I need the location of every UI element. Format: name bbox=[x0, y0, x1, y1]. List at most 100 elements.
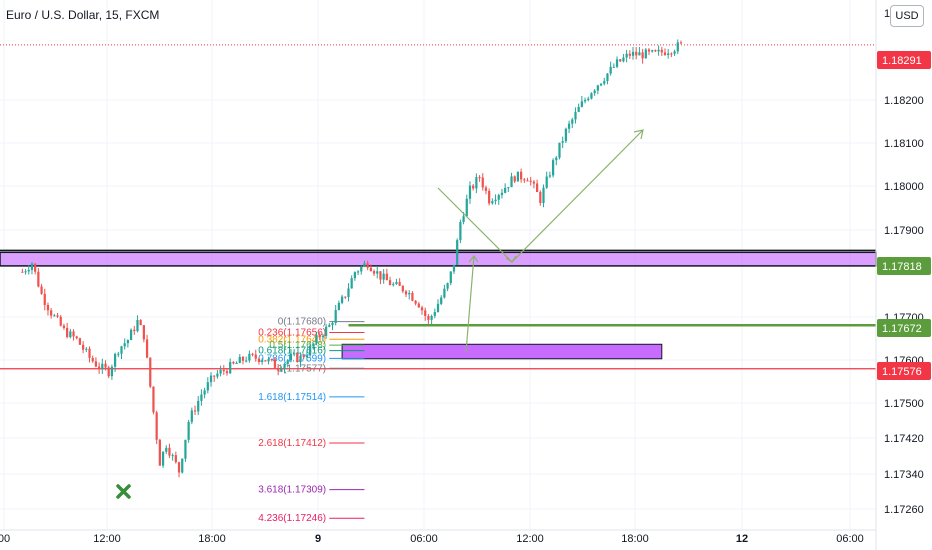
price-tags: 1.18291 1.17818 1.17672 1.17576 bbox=[877, 51, 931, 380]
candle-body bbox=[324, 326, 328, 336]
candle-body bbox=[318, 335, 321, 337]
candle bbox=[331, 320, 334, 331]
candle-body bbox=[388, 280, 392, 286]
candle-body bbox=[494, 199, 497, 202]
candle bbox=[484, 185, 488, 195]
candle bbox=[571, 117, 574, 129]
up-arrow bbox=[465, 255, 475, 353]
candle-body bbox=[523, 179, 526, 181]
candle bbox=[564, 127, 568, 144]
candle bbox=[59, 314, 62, 327]
candle-body bbox=[475, 177, 478, 189]
candle-body bbox=[117, 353, 120, 355]
candle-body bbox=[104, 363, 107, 368]
candle bbox=[328, 322, 331, 328]
candle-body bbox=[72, 331, 75, 337]
time-tick-label: 00 bbox=[0, 533, 10, 545]
candle bbox=[30, 262, 34, 275]
candle bbox=[75, 335, 78, 340]
candle-body bbox=[539, 192, 542, 204]
candle-body bbox=[181, 458, 184, 473]
candle bbox=[673, 49, 676, 56]
candle-body bbox=[139, 320, 142, 326]
candle-body bbox=[446, 283, 449, 289]
candle bbox=[363, 260, 366, 268]
candle bbox=[197, 395, 200, 416]
candle-body bbox=[513, 176, 516, 182]
candle bbox=[219, 365, 222, 377]
candle bbox=[126, 339, 130, 348]
candle-body bbox=[401, 285, 404, 292]
candle bbox=[209, 372, 213, 387]
fib-label: 4.236(1.17246) bbox=[258, 513, 326, 524]
candle bbox=[663, 48, 667, 56]
candle bbox=[561, 136, 564, 149]
candle-body bbox=[308, 345, 312, 356]
candle bbox=[398, 278, 401, 286]
symbol-title[interactable]: Euro / U.S. Dollar, 15, FXCM bbox=[6, 8, 160, 22]
candle bbox=[53, 313, 56, 317]
candle-body bbox=[165, 447, 168, 452]
candle-body bbox=[379, 271, 382, 280]
candle-body bbox=[56, 315, 59, 317]
time-tick-label: 9 bbox=[315, 533, 321, 545]
candle bbox=[491, 198, 494, 205]
candle bbox=[587, 96, 590, 102]
candle bbox=[190, 407, 193, 425]
candle-body bbox=[491, 201, 494, 204]
candle bbox=[497, 193, 500, 205]
candle-body bbox=[420, 307, 424, 311]
candle-body bbox=[647, 49, 651, 52]
candle-body bbox=[529, 180, 532, 182]
price-tick-label: 1.17500 bbox=[884, 398, 924, 410]
candle-body bbox=[526, 180, 529, 182]
candle bbox=[261, 358, 264, 365]
candle bbox=[526, 177, 529, 182]
candle-body bbox=[456, 240, 459, 265]
candle-body bbox=[174, 455, 177, 463]
candle-body bbox=[66, 327, 69, 338]
candle-body bbox=[350, 278, 353, 289]
candle bbox=[69, 328, 72, 339]
candle-body bbox=[59, 316, 62, 326]
candle bbox=[66, 322, 69, 339]
time-tick-label: 06:00 bbox=[410, 533, 438, 545]
candle-body bbox=[660, 49, 663, 53]
candle bbox=[452, 264, 456, 274]
candle bbox=[555, 155, 558, 166]
candle bbox=[414, 300, 417, 306]
candle-body bbox=[596, 85, 599, 91]
candle-body bbox=[305, 355, 309, 358]
candle-body bbox=[94, 361, 98, 367]
candle-body bbox=[532, 181, 536, 184]
currency-button[interactable]: USD bbox=[890, 5, 924, 27]
candle-body bbox=[110, 366, 114, 377]
fib-label: 1(1.17577) bbox=[278, 363, 326, 374]
candle bbox=[248, 350, 251, 363]
candle bbox=[235, 361, 238, 365]
candle bbox=[619, 58, 622, 63]
candle-body bbox=[101, 363, 104, 370]
candle bbox=[305, 350, 309, 361]
candle bbox=[382, 269, 385, 284]
candle bbox=[644, 48, 647, 59]
candle bbox=[299, 352, 302, 368]
price-tag: 1.17576 bbox=[877, 362, 931, 380]
candle bbox=[440, 295, 443, 306]
candle bbox=[670, 52, 673, 58]
candle bbox=[56, 312, 59, 319]
candle bbox=[82, 341, 85, 354]
candle-body bbox=[321, 335, 325, 337]
candle bbox=[72, 329, 75, 341]
candle bbox=[548, 171, 552, 179]
candle bbox=[264, 360, 267, 362]
candle bbox=[165, 445, 168, 455]
candle bbox=[158, 438, 161, 466]
candle bbox=[494, 194, 497, 205]
time-tick-label: 18:00 bbox=[198, 533, 226, 545]
candle-body bbox=[603, 81, 606, 84]
candle bbox=[376, 266, 379, 279]
candle-body bbox=[404, 291, 408, 295]
